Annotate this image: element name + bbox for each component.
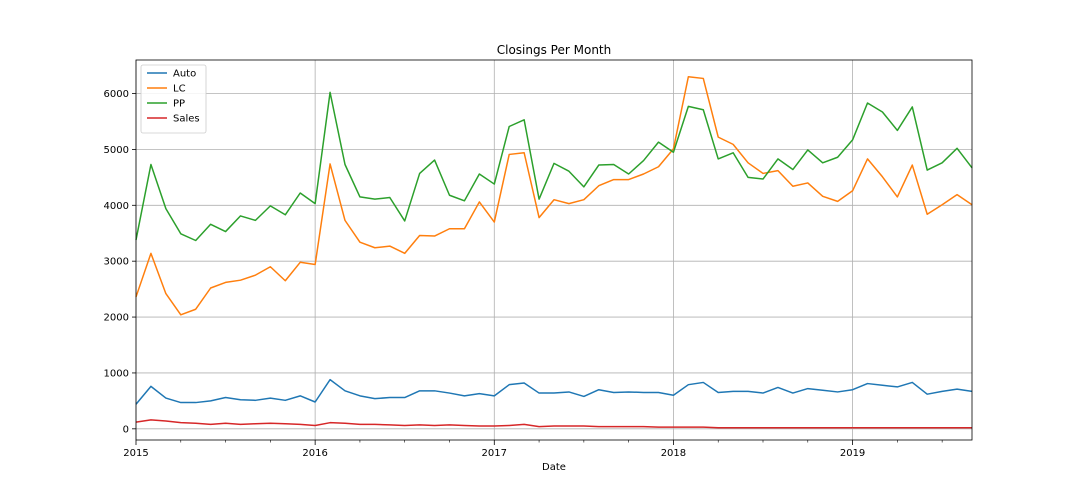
x-tick-label: 2015 <box>123 448 148 459</box>
y-tick-label: 6000 <box>104 89 129 100</box>
axis-ticks: 0 1000 2000 3000 4000 5000 6000 2015 2016 2017 201… <box>104 89 943 459</box>
legend: Auto LC PP Sales <box>140 64 207 134</box>
legend-box <box>140 64 207 134</box>
x-tick-label: 2017 <box>482 448 507 459</box>
y-tick-label: 5000 <box>104 145 129 156</box>
legend-label-auto: Auto <box>173 69 196 80</box>
legend-label-sales: Sales <box>173 114 200 125</box>
x-tick-label: 2016 <box>302 448 327 459</box>
plot-area-frame <box>135 59 973 441</box>
series-line-pp <box>135 91 973 242</box>
x-tick-label: 2019 <box>840 448 865 459</box>
series-line-auto <box>135 378 973 405</box>
legend-label-lc: LC <box>173 84 186 95</box>
x-tick-label: 2018 <box>661 448 686 459</box>
y-tick-label: 2000 <box>104 313 129 324</box>
chart-title: Closings Per Month <box>497 43 611 57</box>
y-tick-label: 4000 <box>104 201 129 212</box>
legend-label-pp: PP <box>173 99 185 110</box>
series-line-lc <box>135 76 973 316</box>
series-lines <box>135 76 973 429</box>
y-tick-label: 3000 <box>104 257 129 268</box>
x-axis-label: Date <box>542 462 566 473</box>
y-tick-label: 1000 <box>104 368 129 379</box>
series-line-sales <box>135 419 972 429</box>
y-tick-label: 0 <box>123 424 129 435</box>
